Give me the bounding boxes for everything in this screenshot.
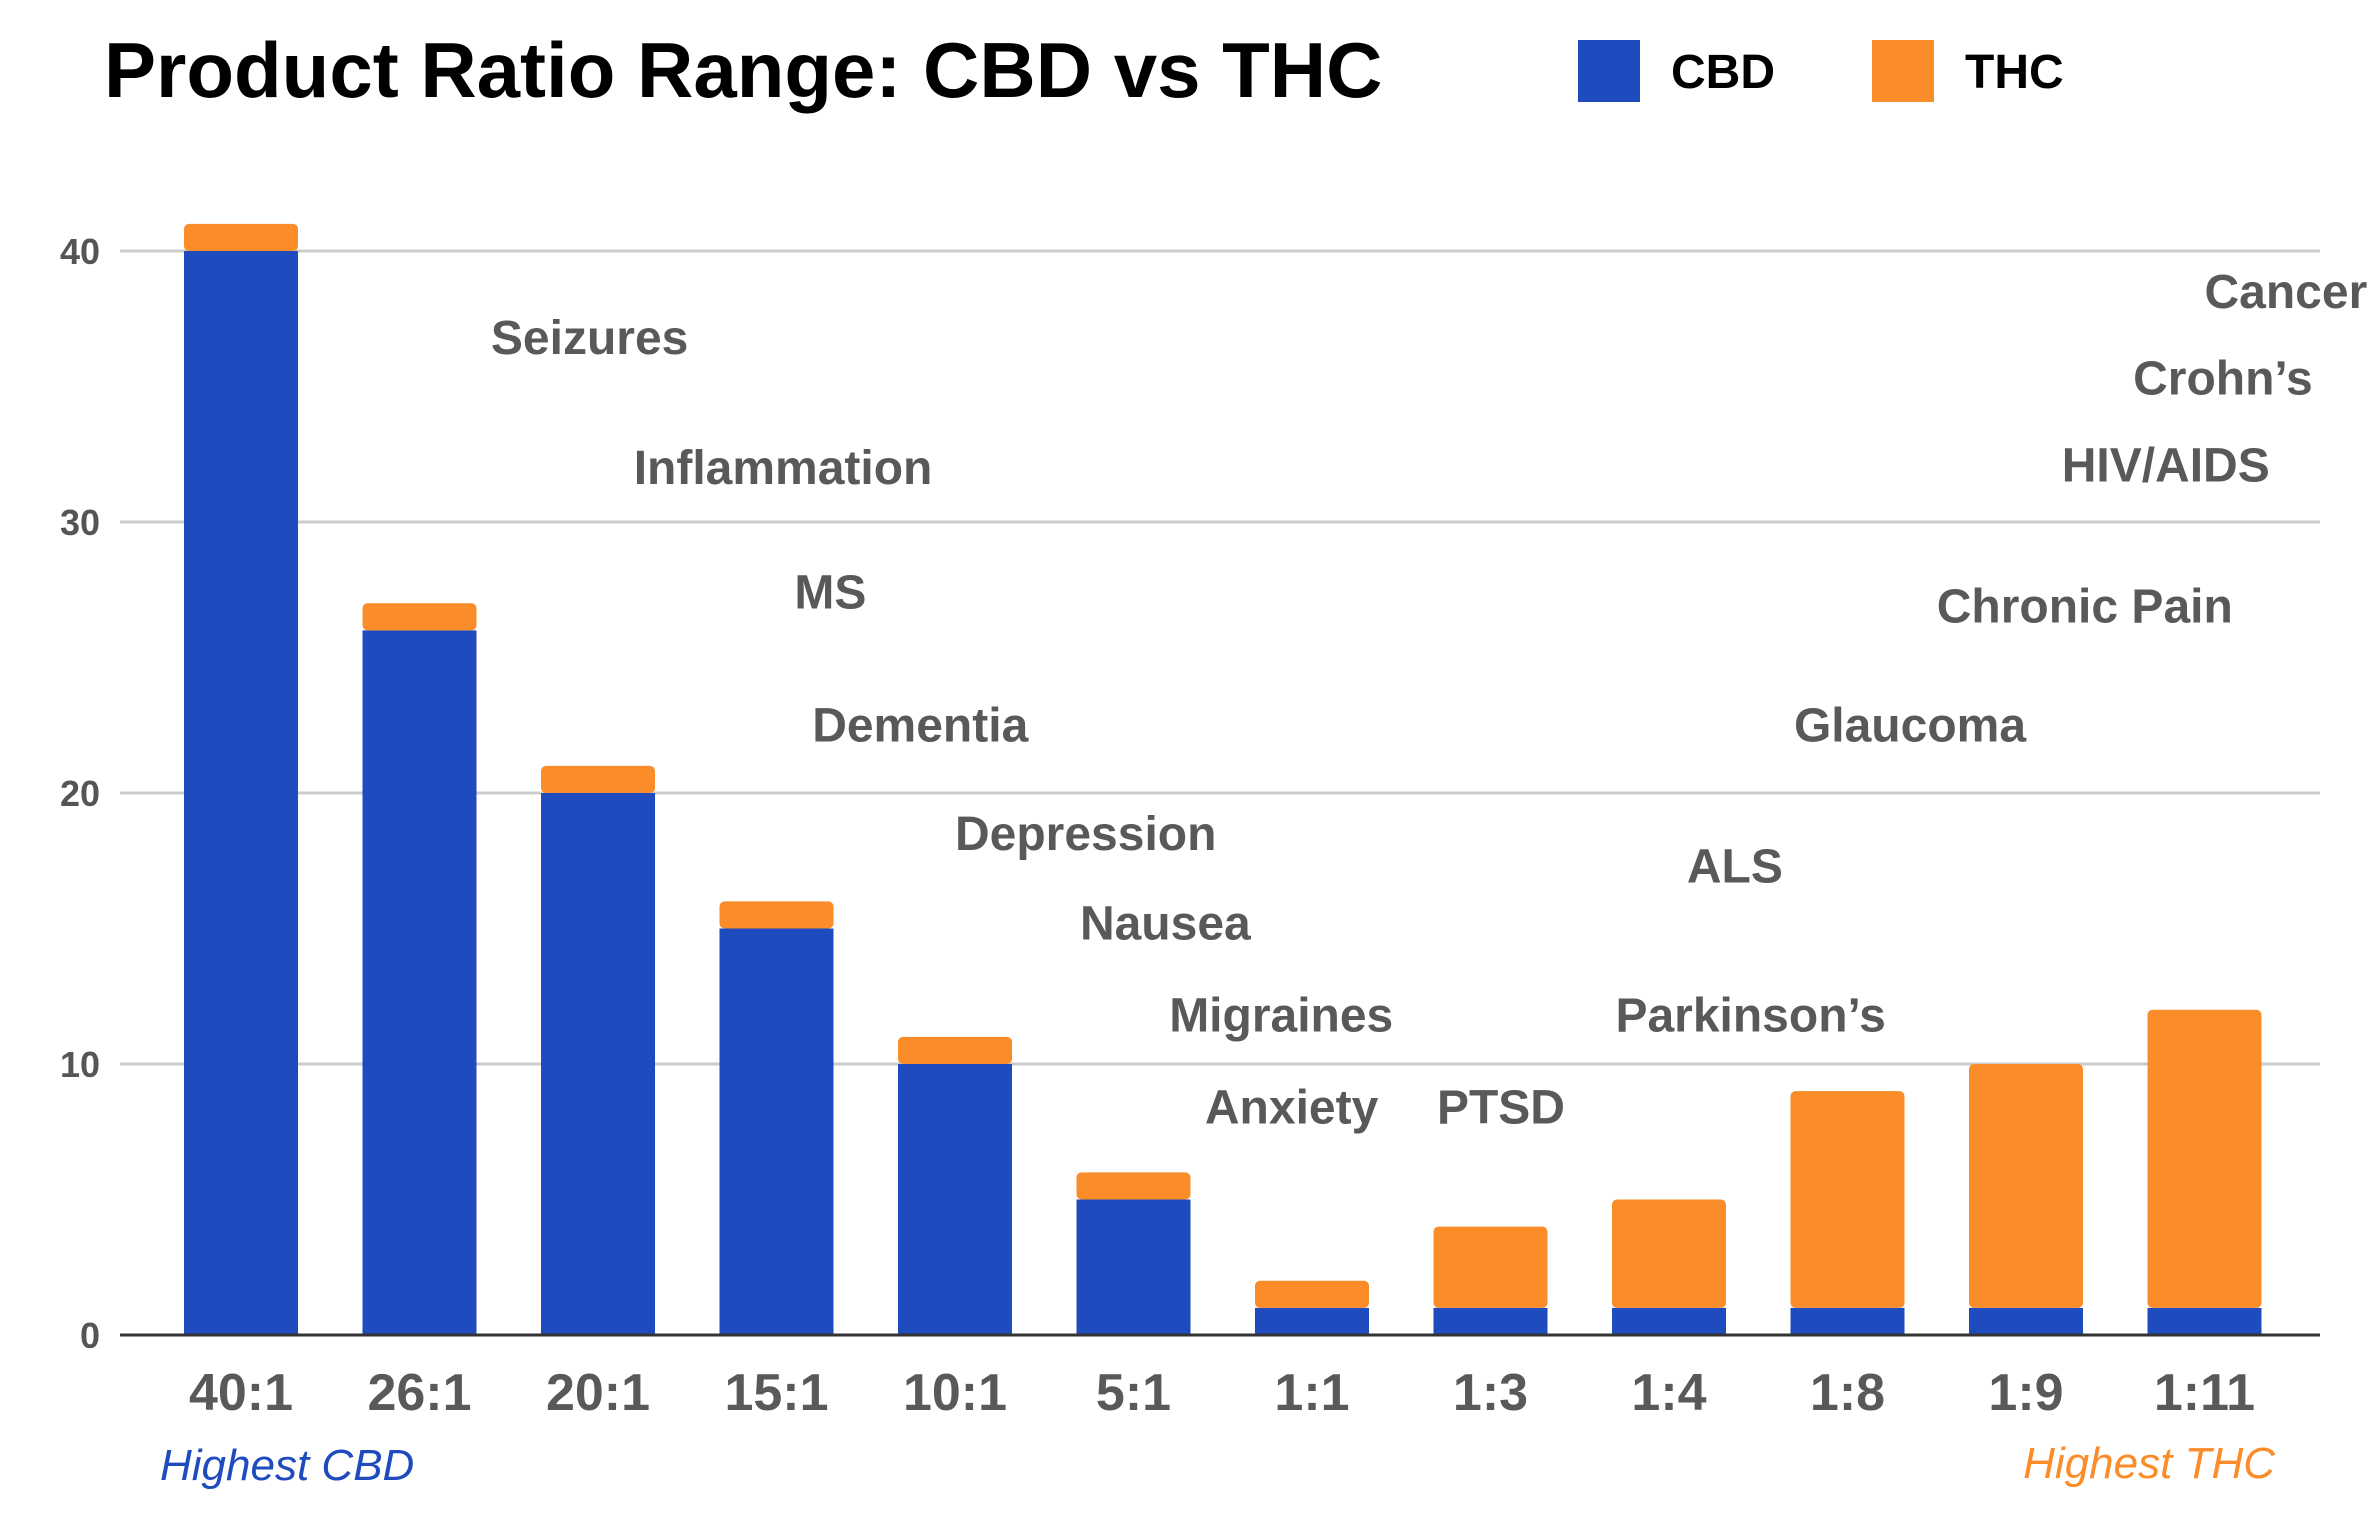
chart-title: Product Ratio Range: CBD vs THC — [104, 26, 1382, 114]
gridlines — [120, 249, 2320, 1066]
x-tick-label-5:1: 5:1 — [1096, 1364, 1171, 1422]
bar-thc-10:1 — [898, 1036, 1012, 1064]
bar-thc-1:11 — [2147, 1009, 2262, 1308]
x-tick-label-40:1: 40:1 — [189, 1364, 293, 1422]
bar-cbd-5:1 — [1076, 1199, 1191, 1335]
x-tick-label-1:9: 1:9 — [1988, 1364, 2063, 1422]
bar-cbd-1:11 — [2147, 1307, 2262, 1335]
bar-thc-1:4 — [1612, 1199, 1726, 1308]
bar-cbd-10:1 — [898, 1064, 1012, 1335]
x-tick-label-1:3: 1:3 — [1453, 1364, 1528, 1422]
condition-label: Parkinson’s — [1615, 989, 1885, 1042]
condition-label: Cancer — [2205, 266, 2368, 319]
condition-label: PTSD — [1437, 1082, 1565, 1135]
y-axis-ticks: 0 10 20 30 40 — [60, 231, 100, 1356]
y-tick-label-10: 10 — [60, 1044, 100, 1085]
bar-cbd-15:1 — [719, 928, 834, 1335]
legend-label-cbd: CBD — [1671, 46, 1775, 99]
condition-label: Glaucoma — [1794, 700, 2026, 753]
bar-thc-1:8 — [1790, 1091, 1905, 1308]
bar-cbd-1:4 — [1612, 1307, 1726, 1335]
bar-cbd-1:3 — [1433, 1307, 1548, 1335]
condition-label: Migraines — [1169, 989, 1393, 1042]
x-tick-label-15:1: 15:1 — [724, 1364, 828, 1422]
bar-cbd-1:1 — [1255, 1307, 1369, 1335]
bar-cbd-20:1 — [541, 793, 655, 1335]
x-tick-label-1:4: 1:4 — [1631, 1364, 1706, 1422]
condition-label: HIV/AIDS — [2062, 439, 2270, 492]
bar-cbd-40:1 — [184, 251, 298, 1335]
legend: CBD THC — [1578, 40, 2064, 102]
bar-cbd-1:9 — [1969, 1307, 2083, 1335]
bar-thc-1:3 — [1433, 1226, 1548, 1308]
highest-cbd-label: Highest CBD — [160, 1441, 414, 1490]
bar-thc-26:1 — [362, 603, 477, 631]
y-tick-label-40: 40 — [60, 231, 100, 272]
legend-label-thc: THC — [1965, 46, 2064, 99]
condition-label: Chronic Pain — [1937, 580, 2233, 633]
bar-thc-40:1 — [184, 223, 298, 251]
condition-label: ALS — [1687, 840, 1783, 893]
condition-label: Nausea — [1080, 897, 1251, 950]
bar-thc-20:1 — [541, 765, 655, 793]
y-tick-label-20: 20 — [60, 773, 100, 814]
bar-cbd-1:8 — [1790, 1307, 1905, 1335]
bar-thc-1:9 — [1969, 1064, 2083, 1308]
condition-labels: Seizures Inflammation MS Dementia Depression… — [491, 266, 2367, 1135]
bar-thc-1:1 — [1255, 1280, 1369, 1308]
x-tick-label-10:1: 10:1 — [903, 1364, 1007, 1422]
highest-thc-label: Highest THC — [2023, 1439, 2276, 1488]
condition-label: MS — [794, 567, 866, 620]
condition-label: Depression — [955, 808, 1216, 861]
x-tick-label-1:1: 1:1 — [1274, 1364, 1349, 1422]
condition-label: Dementia — [812, 700, 1028, 753]
legend-swatch-cbd — [1578, 40, 1640, 102]
bar-thc-5:1 — [1076, 1172, 1191, 1200]
x-tick-label-1:8: 1:8 — [1810, 1364, 1885, 1422]
x-tick-label-26:1: 26:1 — [367, 1364, 471, 1422]
x-axis-ticks: 40:1 26:1 20:1 15:1 10:1 5:1 1:1 1:3 1:4 1:8 1:9 1:… — [189, 1364, 2255, 1422]
condition-label: Anxiety — [1205, 1082, 1379, 1135]
y-tick-label-30: 30 — [60, 502, 100, 543]
y-tick-label-0: 0 — [80, 1315, 100, 1356]
bar-thc-15:1 — [719, 901, 834, 929]
condition-label: Seizures — [491, 312, 688, 365]
x-tick-label-1:11: 1:11 — [2154, 1364, 2255, 1422]
condition-label: Inflammation — [634, 442, 933, 495]
bars — [184, 223, 2262, 1335]
condition-label: Crohn’s — [2133, 353, 2313, 406]
bar-cbd-26:1 — [362, 630, 477, 1335]
legend-swatch-thc — [1872, 40, 1934, 102]
x-tick-label-20:1: 20:1 — [546, 1364, 650, 1422]
